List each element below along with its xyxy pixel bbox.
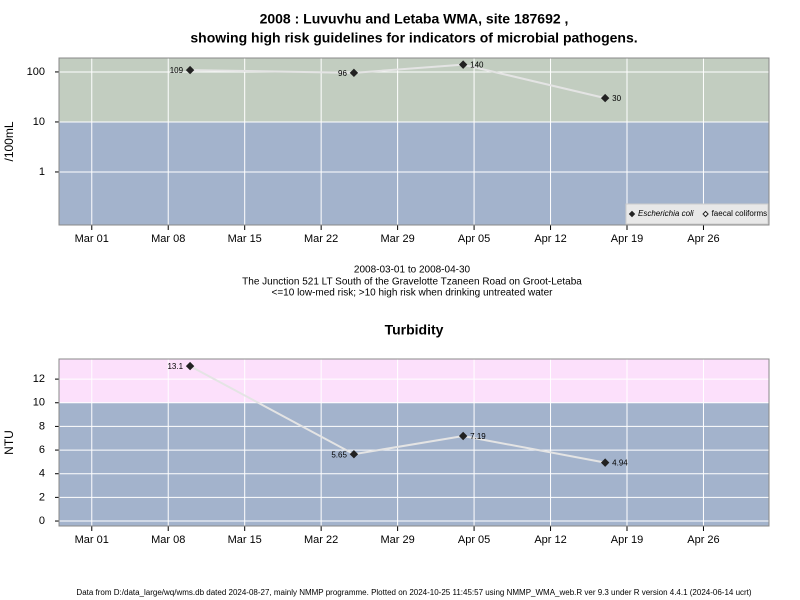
data-label: 7.19 — [470, 432, 486, 441]
x-tick-label: Mar 01 — [75, 534, 109, 546]
x-tick-label: Apr 19 — [611, 534, 643, 546]
caption: The Junction 521 LT South of the Gravelo… — [242, 277, 582, 288]
chart-title: Turbidity — [385, 322, 444, 338]
y-tick-label: 12 — [33, 373, 45, 385]
footer: Data from D:/data_large/wq/wms.db dated … — [76, 588, 751, 597]
x-tick-label: Apr 26 — [687, 534, 719, 546]
legend-marker — [628, 210, 636, 218]
x-tick-label: Apr 12 — [534, 534, 566, 546]
y-tick-label: 0 — [39, 515, 45, 527]
data-point — [349, 450, 359, 459]
band-low — [59, 402, 769, 526]
y-tick-label: 8 — [39, 420, 45, 432]
y-tick-label: 10 — [33, 116, 45, 128]
chart-title: 2008 : Luvuvhu and Letaba WMA, site 1876… — [260, 11, 569, 27]
data-point — [185, 65, 195, 75]
x-tick-label: Apr 05 — [458, 233, 490, 245]
legend-label: faecal coliforms — [712, 209, 768, 218]
series-line — [189, 365, 606, 464]
x-tick-label: Apr 19 — [611, 233, 643, 245]
y-tick-label: 10 — [33, 397, 45, 409]
y-axis-label: NTU — [2, 430, 16, 455]
y-tick-label: 100 — [27, 66, 45, 78]
data-point — [458, 431, 468, 441]
x-tick-label: Mar 08 — [151, 233, 185, 245]
x-tick-label: Mar 22 — [304, 534, 338, 546]
data-point — [458, 60, 468, 69]
x-tick-label: Mar 29 — [380, 233, 414, 245]
y-tick-label: 2 — [39, 491, 45, 503]
x-tick-label: Mar 22 — [304, 233, 338, 245]
band-high — [59, 359, 769, 403]
data-label: 96 — [338, 69, 347, 78]
legend-box — [625, 203, 769, 225]
data-point — [600, 458, 610, 467]
data-label: 5.65 — [331, 450, 347, 459]
data-point — [185, 361, 195, 371]
data-label: 13.1 — [167, 362, 183, 371]
chart-title: showing high risk guidelines for indicat… — [190, 30, 637, 46]
data-label: 109 — [170, 66, 184, 75]
plot-frame — [58, 57, 770, 226]
x-tick-label: Apr 12 — [534, 233, 566, 245]
y-axis-label: /100mL — [2, 121, 16, 161]
data-point — [600, 93, 610, 103]
x-tick-label: Mar 15 — [228, 233, 262, 245]
y-tick-label: 1 — [39, 166, 45, 178]
y-tick-label: 4 — [39, 468, 45, 480]
x-tick-label: Apr 05 — [458, 534, 490, 546]
legend-marker — [702, 210, 709, 218]
plot-frame — [58, 358, 770, 527]
x-tick-label: Apr 26 — [687, 233, 719, 245]
x-tick-label: Mar 08 — [151, 534, 185, 546]
x-tick-label: Mar 01 — [75, 233, 109, 245]
legend: Escherichia coli faecal coliforms — [625, 203, 769, 225]
caption: <=10 low-med risk; >10 high risk when dr… — [272, 288, 554, 299]
legend-label: Escherichia coli — [638, 209, 694, 218]
data-label: 30 — [612, 94, 621, 103]
caption: 2008-03-01 to 2008-04-30 — [354, 265, 471, 276]
x-tick-label: Mar 15 — [228, 534, 262, 546]
data-point — [349, 68, 359, 78]
data-label: 4.94 — [612, 459, 628, 468]
data-label: 140 — [470, 61, 484, 70]
series-line — [190, 63, 606, 100]
y-tick-label: 6 — [39, 444, 45, 456]
x-tick-label: Mar 29 — [380, 534, 414, 546]
